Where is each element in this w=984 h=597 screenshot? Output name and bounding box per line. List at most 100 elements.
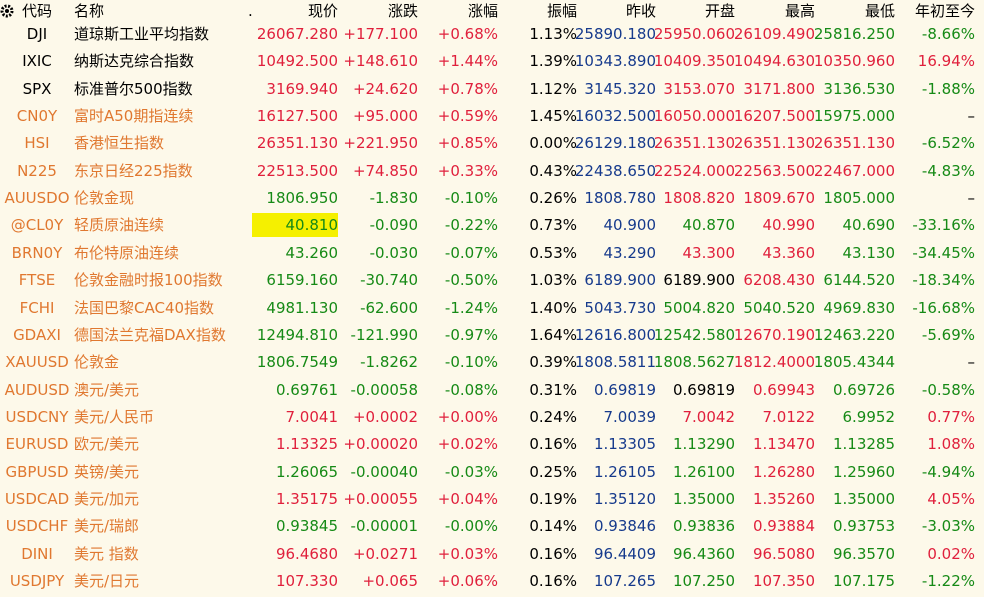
table-cell: 107.250 — [672, 572, 735, 590]
table-cell: 4981.130 — [266, 298, 338, 317]
table-cell: 96.4360 — [672, 544, 735, 563]
table-cell: +0.03% — [437, 544, 498, 563]
table-cell: 0.69726 — [832, 380, 895, 399]
header-cell: . — [248, 2, 253, 20]
table-cell: 1.03% — [529, 271, 577, 290]
table-cell: 1.26105 — [593, 462, 656, 481]
table-cell: IXIC — [22, 52, 52, 71]
table-cell: -1.88% — [921, 79, 975, 98]
table-cell: 0.26% — [529, 189, 577, 208]
table-cell: 美元/瑞郎 — [74, 517, 140, 536]
table-cell: 1812.4000 — [733, 353, 815, 372]
table-cell: 16050.000 — [653, 107, 735, 126]
table-cell: 4.05% — [927, 489, 975, 508]
table-cell: 22524.000 — [653, 161, 735, 180]
table-cell: 16.94% — [917, 52, 975, 71]
header-cell: 名称 — [74, 2, 105, 20]
table-cell: 7.0039 — [603, 407, 657, 426]
table-cell: -0.00001 — [350, 517, 418, 536]
table-cell: 美元 指数 — [74, 544, 139, 563]
table-cell: 1806.950 — [266, 189, 338, 208]
table-cell: 5040.520 — [743, 298, 815, 317]
table-cell: BRN0Y — [11, 243, 63, 262]
table-cell: +1.44% — [437, 52, 498, 71]
table-cell: 1.13470 — [752, 435, 815, 454]
table-cell: 0.93845 — [275, 517, 338, 536]
table-cell: 96.3570 — [832, 544, 895, 563]
table-cell: -0.090 — [369, 216, 418, 235]
table-cell: -6.52% — [921, 134, 975, 153]
table-cell: 1.40% — [529, 298, 577, 317]
header-cell: 振幅 — [546, 2, 577, 20]
table-cell: 德国法兰克福DAX指数 — [74, 325, 226, 344]
table-cell: -0.10% — [444, 189, 498, 208]
header-cell: 涨幅 — [467, 2, 498, 20]
table-cell: +0.00020 — [343, 435, 418, 454]
table-cell: 16207.500 — [733, 107, 815, 126]
table-cell: 12670.190 — [733, 325, 815, 344]
table-cell: +0.00055 — [343, 489, 418, 508]
table-cell: 12463.220 — [813, 325, 895, 344]
table-cell: -34.45% — [912, 243, 975, 262]
table-cell: 1.26100 — [672, 462, 735, 481]
table-cell: 5004.820 — [663, 298, 735, 317]
table-cell: -0.07% — [444, 243, 498, 262]
table-cell: USDJPY — [9, 572, 65, 590]
header-cell: 代码 — [21, 2, 52, 20]
table-cell: +0.04% — [437, 489, 498, 508]
table-cell: 1.26065 — [275, 462, 338, 481]
table-cell: 伦敦金现 — [74, 189, 135, 208]
table-cell: 0.69761 — [275, 380, 338, 399]
table-cell: 25816.250 — [813, 25, 895, 43]
table-cell: AUDUSD — [4, 380, 70, 399]
table-cell: XAUUSD — [5, 353, 69, 372]
table-cell: 美元/日元 — [74, 572, 140, 590]
table-cell: 1808.5627 — [653, 353, 735, 372]
table-cell: 12494.810 — [256, 325, 338, 344]
table-cell: -0.22% — [444, 216, 498, 235]
table-cell: 纳斯达克综合指数 — [74, 52, 195, 71]
table-cell: 1808.780 — [584, 189, 656, 208]
table-cell: 6.9952 — [842, 407, 896, 426]
table-cell: 7.0122 — [762, 407, 816, 426]
table-cell: 107.350 — [752, 572, 815, 590]
table-cell: SPX — [22, 79, 52, 98]
table-cell: 12616.800 — [574, 325, 656, 344]
table-cell: 0.16% — [529, 572, 577, 590]
table-cell: 6159.160 — [266, 271, 338, 290]
table-cell: – — [967, 353, 976, 372]
table-cell: 10492.500 — [256, 52, 338, 71]
table-cell: 布伦特原油连续 — [74, 243, 180, 262]
table-cell: -0.50% — [444, 271, 498, 290]
table-cell: 40.900 — [603, 216, 657, 235]
table-cell: 1.26280 — [752, 462, 815, 481]
table-cell: 22513.500 — [256, 161, 338, 180]
table-cell: 0.16% — [529, 544, 577, 563]
table-cell: -121.990 — [350, 325, 418, 344]
header-cell: 现价 — [307, 2, 338, 20]
table-cell: 7.0042 — [682, 407, 736, 426]
table-cell: 96.5080 — [752, 544, 815, 563]
table-cell: 1.25960 — [832, 462, 895, 481]
table-cell: 4969.830 — [823, 298, 895, 317]
table-cell: GBPUSD — [5, 462, 69, 481]
settings-icon[interactable] — [0, 4, 14, 18]
table-cell: 富时A50期指连续 — [74, 107, 194, 126]
table-cell: 0.14% — [529, 517, 577, 536]
table-cell: 香港恒生指数 — [74, 134, 165, 153]
table-cell: +74.850 — [352, 161, 418, 180]
table-cell: -4.83% — [921, 161, 975, 180]
table-cell: 0.02% — [927, 544, 975, 563]
table-cell: -0.03% — [444, 462, 498, 481]
table-cell: 0.19% — [529, 489, 577, 508]
table-cell: +148.610 — [343, 52, 418, 71]
table-cell: +0.0271 — [352, 544, 418, 563]
table-cell: 0.93846 — [593, 517, 656, 536]
table-cell: 10350.960 — [813, 52, 895, 71]
table-cell: +0.065 — [362, 572, 418, 590]
table-cell: 16127.500 — [256, 107, 338, 126]
table-cell: 6144.520 — [823, 271, 895, 290]
table-cell: 3153.070 — [663, 79, 735, 98]
table-cell: -62.600 — [360, 298, 418, 317]
table-cell: -4.94% — [921, 462, 975, 481]
